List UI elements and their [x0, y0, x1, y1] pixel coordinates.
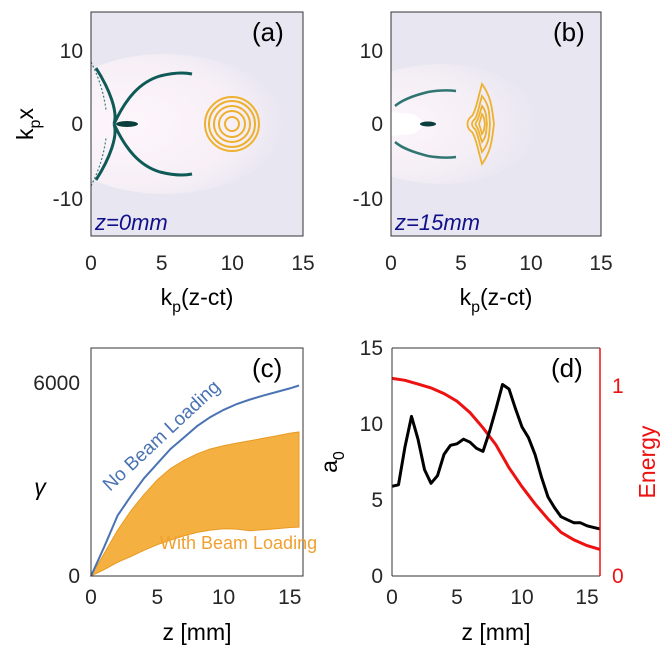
panel-b-sheath-upper	[394, 89, 457, 107]
panel-b-xlabel: kp(z-ct)	[460, 284, 533, 316]
panel-a-sheath-upper	[94, 67, 193, 125]
x-tick-label: 5	[451, 586, 463, 609]
x-tick-label: 15	[291, 252, 314, 275]
y-right-tick-label: 0	[612, 565, 624, 588]
panel-c-label: (c)	[252, 353, 282, 383]
series-line-energy	[391, 376, 601, 551]
panel-c-frame	[90, 347, 304, 577]
panel-d-yticks-right: 0 1	[612, 375, 624, 588]
contour-ring	[471, 94, 491, 154]
contour-ring	[224, 116, 240, 132]
panel-b-contours	[466, 81, 495, 167]
panel-d-label: (d)	[551, 353, 583, 383]
x-tick-label: 15	[278, 586, 301, 609]
x-tick-label: 10	[510, 586, 533, 609]
x-tick-label: 15	[589, 252, 612, 275]
panel-c: (c) No Beam Loading With Beam Loading 0 …	[33, 347, 317, 645]
contour-ring	[204, 96, 260, 152]
x-tick-label: 10	[212, 586, 235, 609]
panel-a-annotation: z=0mm	[94, 210, 168, 235]
panel-c-yticks: 0 6000	[33, 372, 80, 588]
panel-d-marks	[391, 376, 601, 551]
panel-a-frame	[90, 11, 304, 237]
panel-a-sheath-lower-fine	[91, 137, 107, 187]
panel-a-xlabel: kp(z-ct)	[161, 284, 234, 316]
panel-d-xticks: 0 5 10 15	[386, 586, 599, 609]
y-tick-label: 0	[71, 113, 83, 136]
y-tick-label: 10	[360, 413, 383, 436]
panel-d-xlabel: z [mm]	[462, 619, 531, 645]
y-right-tick-label: 1	[612, 375, 624, 398]
x-tick-label: 0	[85, 586, 97, 609]
series-line-a0	[391, 383, 601, 531]
contour-ring	[478, 111, 486, 137]
panel-d-yticks: 0 5 10 15	[360, 337, 383, 588]
y-tick-label: 0	[371, 113, 383, 136]
series-line-no-beam-loading	[90, 384, 300, 577]
y-tick-label: 5	[371, 489, 383, 512]
panel-a-label: (a)	[252, 17, 284, 47]
x-tick-label: 5	[151, 586, 163, 609]
panel-c-xlabel: z [mm]	[163, 619, 232, 645]
panel-d-ylabel-right: Energy	[634, 425, 660, 498]
panel-a-sheath-lower	[94, 123, 193, 181]
y-tick-label: 10	[60, 40, 83, 63]
panel-b-label: (b)	[553, 17, 585, 47]
panel-a-sheath-upper-fine	[91, 61, 107, 111]
panel-c-marks	[89, 384, 300, 578]
panel-a-xticks: 0 5 10 15	[85, 252, 315, 275]
x-tick-label: 10	[519, 252, 542, 275]
panel-c-ylabel: γ	[34, 474, 47, 500]
x-tick-label: 10	[221, 252, 244, 275]
x-tick-label: 5	[455, 252, 467, 275]
panel-d-ylabel: a0	[316, 451, 348, 473]
panel-b-xticks: 0 5 10 15	[385, 252, 613, 275]
panel-b-annotation: z=15mm	[394, 210, 480, 235]
contour-ring	[208, 100, 256, 148]
panel-a-yticks: 10 0 -10	[53, 40, 83, 211]
panel-a-beam	[116, 121, 138, 127]
panel-a-ylabel: kpx	[12, 108, 44, 140]
contour-ring	[474, 104, 488, 144]
y-tick-label: -10	[353, 188, 383, 211]
y-tick-label: 10	[360, 40, 383, 63]
y-tick-label: 15	[360, 337, 383, 360]
contour-ring	[218, 110, 246, 138]
panel-a-contours	[204, 96, 260, 152]
contour-ring	[466, 81, 495, 167]
x-tick-label: 15	[575, 586, 598, 609]
y-tick-label: 0	[68, 565, 80, 588]
panel-d: (d) 0 5 10 15 0 5 10 15 0 1 z [mm] a0 En…	[316, 337, 660, 645]
x-tick-label: 5	[156, 252, 168, 275]
panel-b-bright-core	[391, 112, 424, 136]
x-tick-label: 0	[385, 252, 397, 275]
y-tick-label: 6000	[33, 372, 80, 395]
y-tick-label: -10	[53, 188, 83, 211]
panel-a: (a) z=0mm 0 5 10 15 10 0 -10 kp(z-ct) kp…	[12, 11, 315, 316]
y-tick-label: 0	[371, 565, 383, 588]
panel-b-yticks: 10 0 -10	[353, 40, 383, 211]
panel-b-sheath-lower	[394, 141, 457, 159]
panel-b-beam	[420, 121, 436, 127]
panel-b: (b) z=15mm 0 5 10 15 10 0 -10 kp(z-ct)	[353, 11, 613, 316]
series-label-with-beam-loading: With Beam Loading	[160, 533, 317, 553]
panel-b-frame	[390, 11, 602, 237]
panel-b-bubble	[391, 64, 540, 184]
contour-ring	[213, 105, 251, 143]
panel-c-xticks: 0 5 10 15	[85, 586, 301, 609]
x-tick-label: 0	[85, 252, 97, 275]
x-tick-label: 0	[386, 586, 398, 609]
series-band-with-beam-loading	[89, 431, 300, 578]
